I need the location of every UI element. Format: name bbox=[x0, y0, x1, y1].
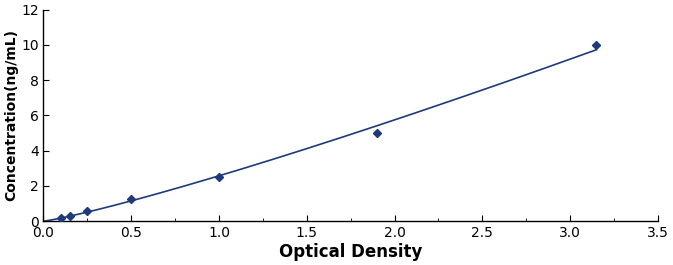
Y-axis label: Concentration(ng/mL): Concentration(ng/mL) bbox=[4, 29, 18, 201]
X-axis label: Optical Density: Optical Density bbox=[279, 243, 423, 261]
